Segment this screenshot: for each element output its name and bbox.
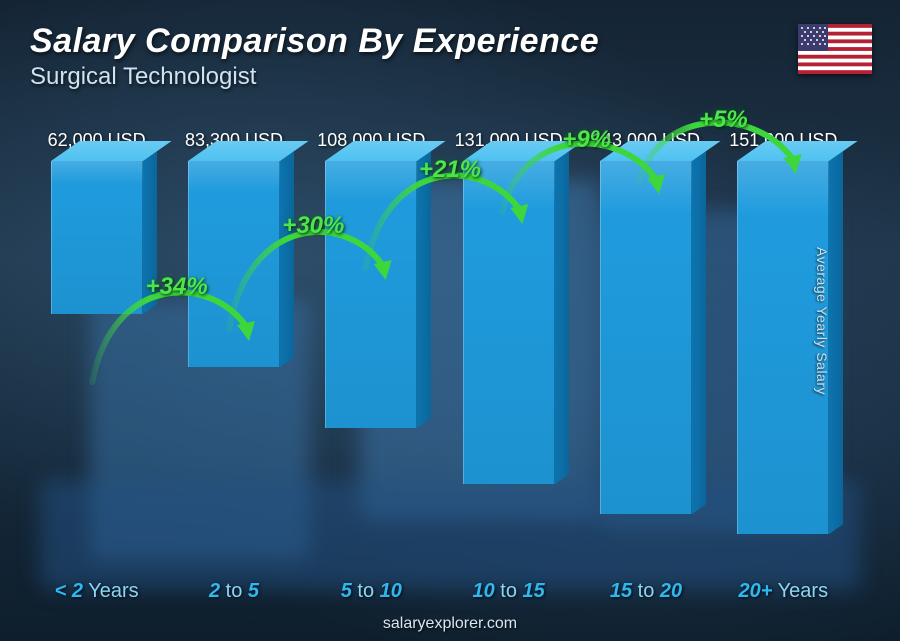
- x-axis-category: < 2 Years: [30, 580, 163, 603]
- x-axis-labels: < 2 Years2 to 55 to 1010 to 1515 to 2020…: [30, 580, 850, 603]
- bar-slot: 108,000 USD: [305, 130, 438, 571]
- header: Salary Comparison By Experience Surgical…: [30, 22, 870, 91]
- bar: [51, 161, 143, 314]
- bar: [188, 161, 280, 367]
- y-axis-label: Average Yearly Salary: [814, 247, 830, 395]
- bar-slot: 62,000 USD: [30, 130, 163, 571]
- bar-slot: 83,300 USD: [167, 130, 300, 571]
- bar-chart: 62,000 USD83,300 USD108,000 USD131,000 U…: [30, 130, 850, 571]
- bar: [463, 161, 555, 484]
- flag-icon: [798, 24, 872, 74]
- increase-pct: +9%: [562, 126, 611, 154]
- x-axis-category: 20+ Years: [717, 580, 850, 603]
- bar-slot: 131,000 USD: [442, 130, 575, 571]
- footer-credit: salaryexplorer.com: [0, 615, 900, 633]
- bar-slot: 143,000 USD: [579, 130, 712, 571]
- page-title: Salary Comparison By Experience: [30, 22, 870, 61]
- x-axis-category: 5 to 10: [305, 580, 438, 603]
- increase-pct: +34%: [146, 273, 208, 301]
- x-axis-category: 15 to 20: [579, 580, 712, 603]
- page-subtitle: Surgical Technologist: [30, 63, 870, 91]
- increase-pct: +5%: [699, 106, 748, 134]
- x-axis-category: 2 to 5: [167, 580, 300, 603]
- bar: [325, 161, 417, 428]
- bar: [600, 161, 692, 514]
- increase-pct: +21%: [419, 156, 481, 184]
- x-axis-category: 10 to 15: [442, 580, 575, 603]
- increase-pct: +30%: [282, 212, 344, 240]
